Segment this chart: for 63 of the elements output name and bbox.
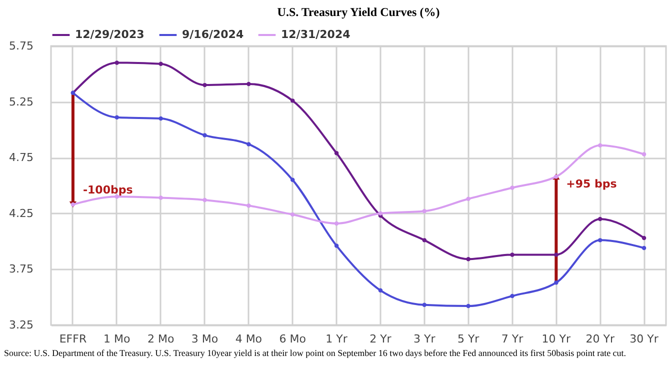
point bbox=[158, 62, 163, 66]
point bbox=[598, 238, 602, 242]
annotation: -100bps bbox=[82, 183, 134, 196]
y-tick-label: 4.25 bbox=[9, 206, 34, 220]
point bbox=[466, 196, 470, 202]
point bbox=[598, 216, 602, 222]
point bbox=[246, 203, 251, 208]
x-tick-label: 4 Mo bbox=[235, 332, 262, 346]
x-tick-label: 1 Mo bbox=[104, 332, 131, 346]
x-tick-label: 3 Yr bbox=[414, 332, 436, 346]
chart-title: U.S. Treasury Yield Curves (%) bbox=[277, 5, 440, 19]
point bbox=[466, 304, 470, 308]
point bbox=[510, 294, 514, 298]
legend-label: 9/16/2024 bbox=[182, 28, 244, 41]
point bbox=[114, 60, 120, 65]
x-tick-label: 1 Yr bbox=[326, 332, 348, 346]
x-tick-label: 2 Yr bbox=[370, 332, 392, 346]
point bbox=[422, 302, 427, 308]
point bbox=[246, 142, 251, 146]
point bbox=[598, 143, 602, 148]
source-note: Source: U.S. Department of the Treasury. U.S. Treasury 10year yield is at their low point on September 16 two days before the Fed announced its first 50basis point rate cut. bbox=[3, 348, 628, 358]
point bbox=[422, 238, 427, 242]
point bbox=[334, 221, 339, 226]
x-tick-label: 7 Yr bbox=[501, 332, 524, 346]
point bbox=[642, 246, 646, 250]
point bbox=[422, 209, 427, 214]
y-tick-label: 5.75 bbox=[9, 40, 34, 52]
annotation: +95 bps bbox=[566, 178, 618, 191]
point bbox=[378, 211, 383, 216]
point bbox=[290, 212, 295, 217]
x-tick-label: EFFR bbox=[59, 332, 87, 346]
point bbox=[510, 186, 514, 190]
legend-label: 12/31/2024 bbox=[281, 28, 351, 41]
x-tick-label: 5 Yr bbox=[457, 332, 480, 346]
point bbox=[202, 198, 207, 202]
y-tick-label: 3.25 bbox=[9, 318, 34, 332]
x-tick-label: 30 Yr bbox=[630, 332, 659, 346]
point bbox=[246, 82, 251, 86]
y-tick-label: 3.75 bbox=[9, 262, 34, 276]
x-tick-label: 6 Mo bbox=[279, 332, 306, 346]
y-tick-label: 5.25 bbox=[9, 95, 34, 108]
point bbox=[202, 133, 207, 138]
point bbox=[378, 288, 383, 293]
point bbox=[290, 178, 295, 182]
y-tick-label: 4.75 bbox=[9, 151, 34, 164]
point bbox=[642, 152, 646, 156]
point bbox=[158, 196, 163, 200]
point bbox=[202, 82, 207, 88]
x-tick-label: 2 Mo bbox=[147, 332, 174, 346]
point bbox=[334, 244, 339, 248]
legend-label: 12/29/2023 bbox=[75, 28, 144, 41]
point bbox=[554, 252, 558, 257]
x-tick-label: 10 Yr bbox=[542, 332, 572, 346]
point bbox=[554, 280, 558, 285]
point bbox=[334, 151, 339, 156]
point bbox=[642, 236, 646, 240]
point bbox=[290, 98, 295, 103]
point bbox=[158, 116, 163, 121]
x-tick-label: 20 Yr bbox=[586, 332, 615, 346]
point bbox=[510, 252, 514, 257]
point bbox=[114, 115, 120, 120]
point bbox=[466, 257, 470, 262]
x-tick-label: 3 Mo bbox=[191, 332, 218, 346]
